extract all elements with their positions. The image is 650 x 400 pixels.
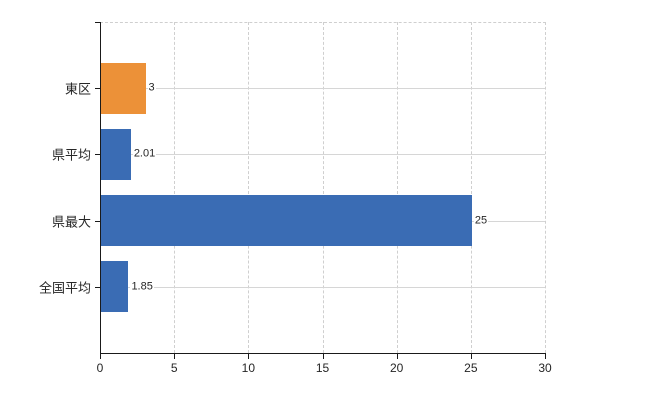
x-tick-label: 0 bbox=[96, 361, 104, 375]
y-axis-tick bbox=[95, 286, 100, 288]
y-axis-tick bbox=[95, 220, 100, 222]
category-label: 東区 bbox=[64, 81, 91, 97]
y-axis-tick bbox=[95, 154, 100, 156]
gridline-vertical bbox=[470, 22, 472, 353]
y-axis-tick bbox=[95, 88, 100, 90]
bar bbox=[101, 195, 472, 246]
gridline-horizontal bbox=[100, 88, 545, 90]
x-axis-tick bbox=[545, 354, 546, 359]
gridline-horizontal bbox=[100, 154, 545, 156]
category-label: 県最大 bbox=[51, 214, 91, 230]
gridline-vertical bbox=[545, 22, 546, 353]
x-tick-label: 5 bbox=[170, 361, 178, 375]
x-axis-tick bbox=[248, 354, 250, 359]
x-axis bbox=[100, 353, 546, 354]
y-axis bbox=[100, 22, 101, 354]
gridline-vertical bbox=[322, 22, 324, 353]
bar-value-label: 25 bbox=[473, 214, 489, 228]
category-label: 県平均 bbox=[51, 147, 91, 163]
x-axis-tick bbox=[100, 354, 101, 359]
x-tick-label: 25 bbox=[464, 361, 478, 375]
x-axis-tick bbox=[396, 354, 398, 359]
gridline-vertical bbox=[248, 22, 250, 353]
x-tick-label: 30 bbox=[538, 361, 552, 375]
x-axis-tick bbox=[174, 354, 176, 359]
gridline-vertical bbox=[174, 22, 176, 353]
x-axis-tick bbox=[470, 354, 472, 359]
x-tick-label: 20 bbox=[389, 361, 404, 375]
y-axis-tick bbox=[95, 22, 100, 23]
bar bbox=[101, 129, 131, 180]
x-tick-label: 10 bbox=[241, 361, 255, 375]
bar-value-label: 3 bbox=[147, 81, 156, 95]
x-tick-label: 15 bbox=[315, 361, 330, 375]
x-axis-tick bbox=[322, 354, 324, 359]
bar-value-label: 1.85 bbox=[130, 280, 154, 294]
bar-value-label: 2.01 bbox=[132, 147, 157, 161]
category-label: 全国平均 bbox=[38, 280, 91, 296]
gridline-vertical bbox=[396, 22, 398, 353]
bar bbox=[101, 261, 128, 312]
bar bbox=[101, 63, 146, 114]
gridline-horizontal bbox=[100, 286, 545, 288]
